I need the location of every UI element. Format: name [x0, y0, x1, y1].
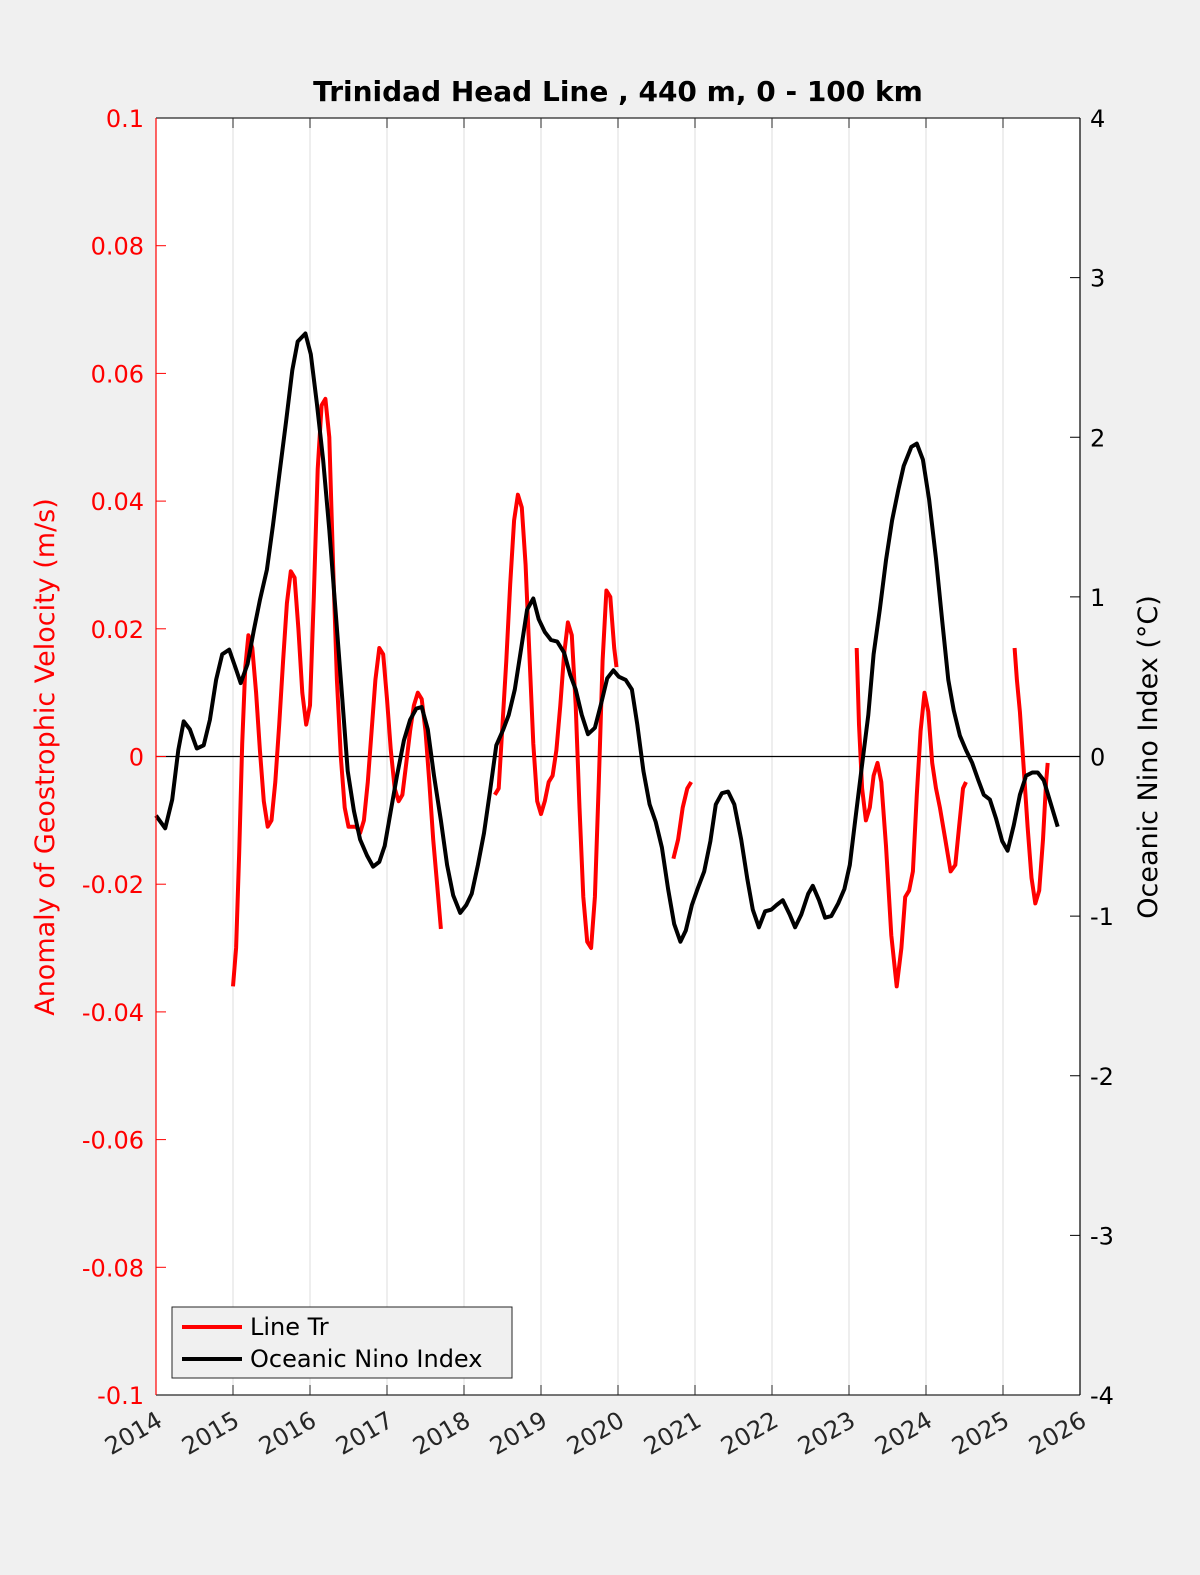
y-left-tick-label: 0: [129, 744, 144, 772]
y-left-tick-label: 0.06: [91, 360, 144, 388]
y-left-tick-label: -0.1: [97, 1382, 144, 1410]
legend-box: [171, 1306, 513, 1379]
series-line-tr-segment: [671, 780, 693, 860]
y-left-tick-label: 0.02: [91, 616, 144, 644]
chart-title: Trinidad Head Line , 440 m, 0 - 100 km: [313, 75, 923, 108]
y-right-tick-label: 4: [1090, 105, 1105, 133]
y-right-tick-label: 3: [1090, 265, 1105, 293]
y-left-tick-label: -0.08: [82, 1254, 144, 1282]
y-right-tick-label: 2: [1090, 424, 1105, 452]
y-right-tick-label: 0: [1090, 744, 1105, 772]
legend-label-line-tr: Line Tr: [250, 1313, 329, 1341]
series-layer: [154, 331, 1060, 989]
y-right-axis-label: Oceanic Nino Index (°C): [1133, 595, 1164, 919]
y-left-tick-label: 0.08: [91, 233, 144, 261]
series-line-tr-segment: [493, 492, 619, 950]
y-right-tick-label: -3: [1090, 1222, 1114, 1250]
y-left-axis-label: Anomaly of Geostrophic Velocity (m/s): [30, 498, 61, 1016]
y-right-tick-labels: 4 3 2 1 0 -1 -2 -3 -4: [1090, 105, 1114, 1410]
y-left-tick-label: 0.1: [106, 105, 144, 133]
series-oni-line: [154, 331, 1060, 944]
legend[interactable]: Line Tr Oceanic Nino Index: [171, 1306, 513, 1379]
legend-label-oni: Oceanic Nino Index: [250, 1345, 482, 1373]
y-right-tick-label: -1: [1090, 903, 1114, 931]
y-left-tick-label: -0.04: [82, 999, 144, 1027]
y-left-tick-label: -0.02: [82, 871, 144, 899]
series-line-tr-segment: [854, 647, 968, 989]
y-right-tick-label: 1: [1090, 584, 1105, 612]
y-right-tick-label: -4: [1090, 1382, 1114, 1410]
y-left-tick-labels: 0.1 0.08 0.06 0.04 0.02 0 -0.02 -0.04 -0.06 -0.08…: [82, 105, 144, 1410]
y-right-tick-label: -2: [1090, 1063, 1114, 1091]
series-line-tr-segment: [1012, 647, 1050, 906]
axes: [155, 117, 1081, 1396]
y-left-tick-label: -0.06: [82, 1127, 144, 1155]
y-left-tick-label: 0.04: [91, 488, 144, 516]
